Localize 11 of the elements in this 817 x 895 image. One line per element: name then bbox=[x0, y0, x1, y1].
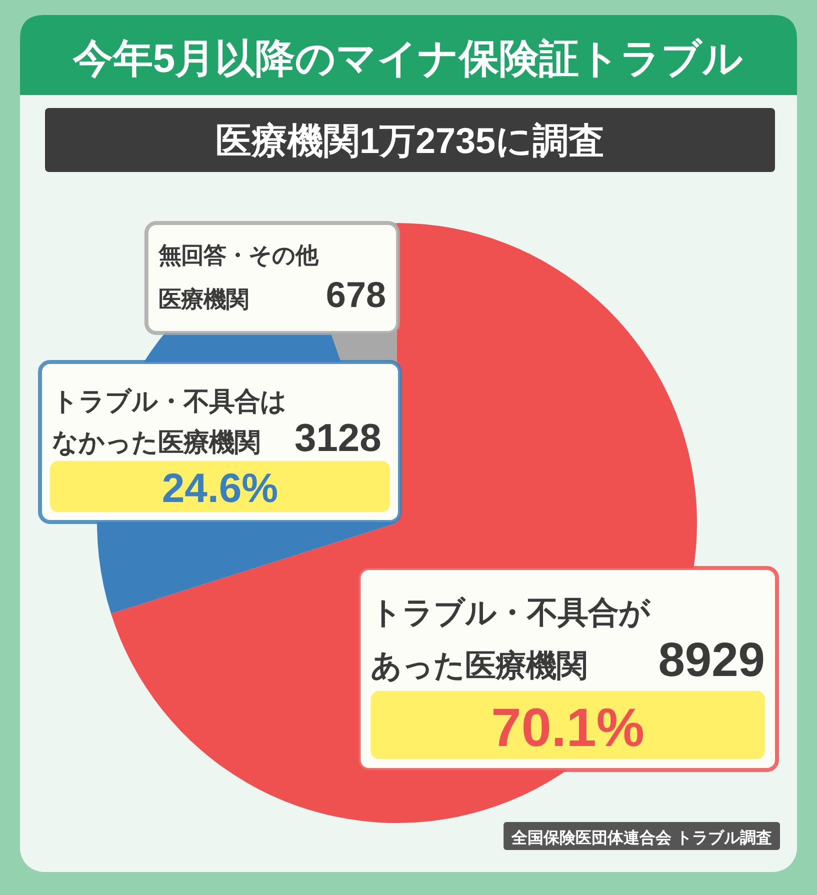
chart-title: 今年5月以降のマイナ保険証トラブル bbox=[72, 37, 744, 81]
text: 全国保険医団体連合会 トラブル調査 bbox=[510, 829, 772, 847]
slice-label: トラブル・不具合はなかった医療機関 bbox=[52, 386, 286, 457]
data-label: 3128 bbox=[294, 417, 382, 460]
data-label: 8929 bbox=[658, 634, 765, 687]
slice-label: 無回答・その他医療機関 bbox=[157, 242, 320, 312]
data-label: 678 bbox=[326, 274, 386, 315]
text: 70.1% bbox=[491, 698, 644, 758]
slice-label: トラブル・不具合があった医療機関 bbox=[370, 595, 652, 683]
text: 24.6% bbox=[162, 465, 278, 511]
chart-subtitle: 医療機関1万2735に調査 bbox=[215, 120, 605, 161]
